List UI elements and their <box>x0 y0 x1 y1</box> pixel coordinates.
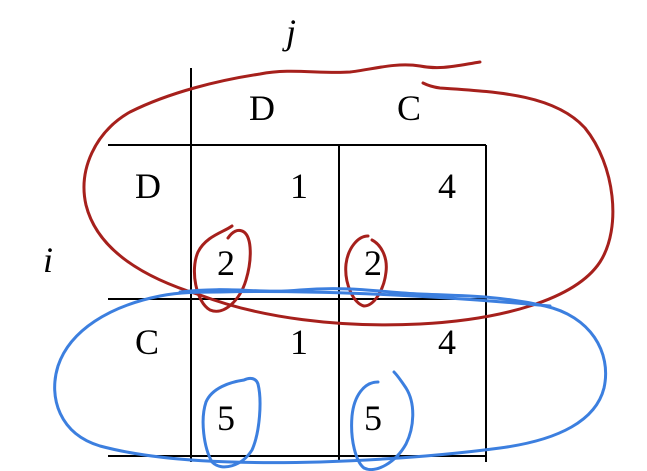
red-circle-payoff-dc-row <box>344 234 388 308</box>
row-strategy-c: C <box>135 322 160 362</box>
row-strategy-d: D <box>135 166 161 206</box>
column-strategy-c: C <box>397 88 422 128</box>
matrix-grid <box>108 68 487 462</box>
column-player-label: j <box>286 12 297 52</box>
payoff-dc-row-player: 2 <box>364 243 382 283</box>
row-player-label: i <box>43 240 54 280</box>
payoff-cc-col-player: 4 <box>438 322 456 362</box>
payoff-dd-row-player: 2 <box>217 243 235 283</box>
blue-circle-payoff-cc-row <box>350 370 415 471</box>
red-annotation-group <box>82 60 615 327</box>
payoff-cd-row-player: 5 <box>217 398 235 438</box>
payoff-cc-row-player: 5 <box>364 398 382 438</box>
payoff-dd-col-player: 1 <box>290 166 308 206</box>
blue-loop-bottom-row <box>53 287 608 465</box>
red-circle-payoff-dd-row <box>192 224 252 313</box>
blue-annotation-group <box>53 287 608 471</box>
payoff-dc-col-player: 4 <box>438 166 456 206</box>
column-strategy-d: D <box>249 88 275 128</box>
blue-circle-payoff-cd-row <box>201 376 262 469</box>
payoff-cd-col-player: 1 <box>290 322 308 362</box>
